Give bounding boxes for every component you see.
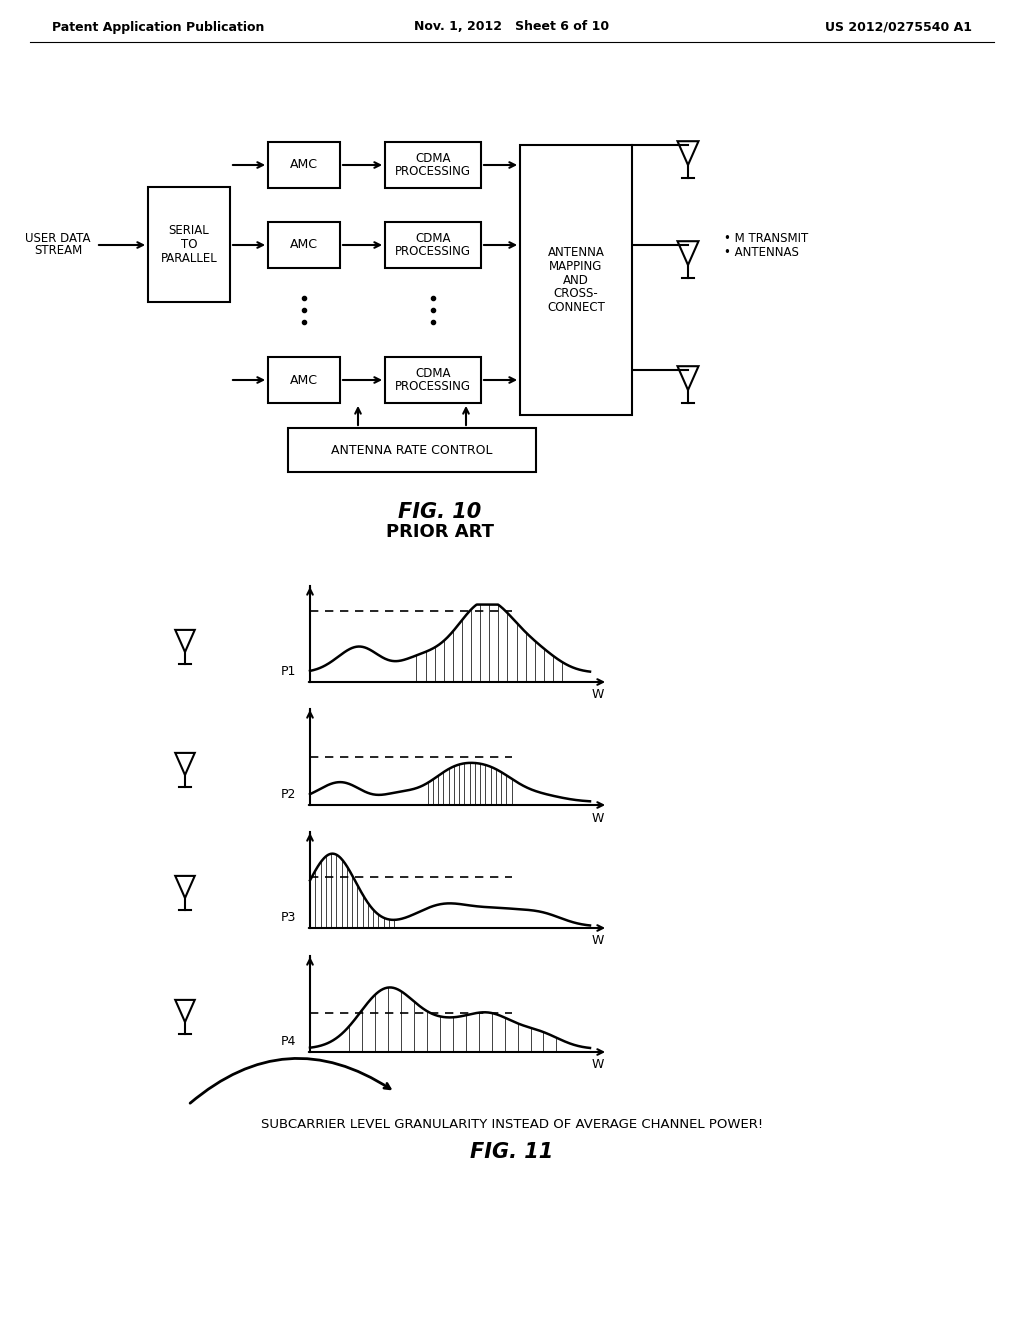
Text: P2: P2 xyxy=(281,788,296,801)
Bar xyxy=(148,187,230,302)
Bar xyxy=(385,222,481,268)
Text: US 2012/0275540 A1: US 2012/0275540 A1 xyxy=(825,21,972,33)
Text: • ANTENNAS: • ANTENNAS xyxy=(724,247,799,260)
Text: ANTENNA: ANTENNA xyxy=(548,247,604,259)
Bar xyxy=(288,428,536,473)
Text: FIG. 11: FIG. 11 xyxy=(470,1142,554,1162)
Text: CROSS-: CROSS- xyxy=(554,286,598,300)
Text: P1: P1 xyxy=(281,665,296,678)
Text: Patent Application Publication: Patent Application Publication xyxy=(52,21,264,33)
Bar xyxy=(268,222,340,268)
Text: CDMA: CDMA xyxy=(416,232,451,244)
Text: CDMA: CDMA xyxy=(416,152,451,165)
Text: P4: P4 xyxy=(281,1035,296,1048)
Text: STREAM: STREAM xyxy=(34,244,82,257)
Text: PROCESSING: PROCESSING xyxy=(395,165,471,178)
Text: PRIOR ART: PRIOR ART xyxy=(386,523,494,541)
Text: W: W xyxy=(592,935,604,948)
Text: AND: AND xyxy=(563,273,589,286)
Text: CDMA: CDMA xyxy=(416,367,451,380)
Text: USER DATA: USER DATA xyxy=(26,231,91,244)
Text: AMC: AMC xyxy=(290,374,318,387)
Bar xyxy=(385,143,481,187)
Text: Nov. 1, 2012   Sheet 6 of 10: Nov. 1, 2012 Sheet 6 of 10 xyxy=(415,21,609,33)
Text: ANTENNA RATE CONTROL: ANTENNA RATE CONTROL xyxy=(331,444,493,457)
Bar xyxy=(520,145,632,414)
Bar xyxy=(385,356,481,403)
Text: W: W xyxy=(592,689,604,701)
Text: W: W xyxy=(592,1059,604,1072)
Text: • M TRANSMIT: • M TRANSMIT xyxy=(724,231,808,244)
Text: SUBCARRIER LEVEL GRANULARITY INSTEAD OF AVERAGE CHANNEL POWER!: SUBCARRIER LEVEL GRANULARITY INSTEAD OF … xyxy=(261,1118,763,1131)
Text: AMC: AMC xyxy=(290,158,318,172)
Text: PARALLEL: PARALLEL xyxy=(161,252,217,264)
Text: AMC: AMC xyxy=(290,239,318,252)
Text: PROCESSING: PROCESSING xyxy=(395,380,471,393)
Text: FIG. 10: FIG. 10 xyxy=(398,502,481,521)
Text: P3: P3 xyxy=(281,911,296,924)
Text: CONNECT: CONNECT xyxy=(547,301,605,314)
Text: SERIAL: SERIAL xyxy=(169,224,209,238)
Text: W: W xyxy=(592,812,604,825)
Bar xyxy=(268,143,340,187)
Text: PROCESSING: PROCESSING xyxy=(395,246,471,259)
Text: MAPPING: MAPPING xyxy=(549,260,603,273)
Bar xyxy=(268,356,340,403)
Text: TO: TO xyxy=(181,238,198,251)
